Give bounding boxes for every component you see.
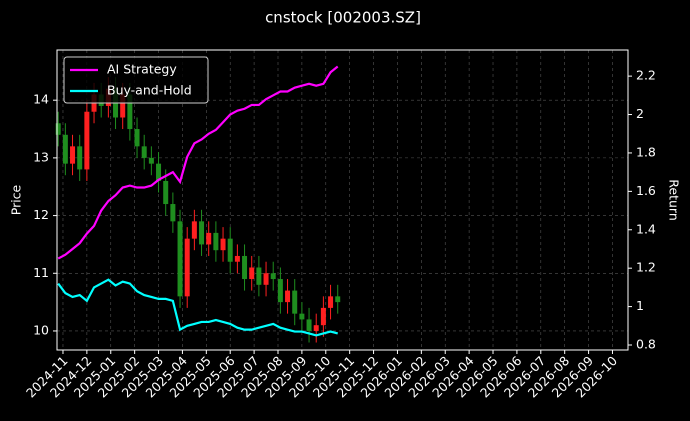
candle-body — [55, 123, 61, 135]
candle-body — [62, 134, 68, 164]
candle-body — [156, 163, 162, 181]
candle-body — [277, 279, 283, 303]
candle-body — [163, 180, 169, 205]
candle-body — [299, 313, 305, 320]
y2-tick-label: 1.6 — [636, 183, 656, 198]
candle-body — [242, 255, 248, 280]
candle-body — [120, 94, 126, 118]
series-line — [57, 65, 339, 260]
y2-tick-label: 0.8 — [636, 337, 656, 352]
candle-body — [199, 221, 205, 245]
y2-tick-label: 2.2 — [636, 68, 656, 83]
legend: AI Strategy Buy-and-Hold — [63, 56, 209, 104]
y2-tick-label: 1.4 — [636, 221, 656, 236]
candle-body — [313, 325, 319, 331]
y-tick-label: 12 — [33, 207, 49, 222]
candle-body — [170, 204, 176, 222]
y2-tick-label: 1 — [636, 298, 644, 313]
candle-body — [227, 238, 233, 262]
y2-tick-label: 1.8 — [636, 144, 656, 159]
candle-body — [84, 111, 90, 170]
chart-title: cnstock [002003.SZ] — [265, 9, 421, 27]
y2-axis-label: Return — [667, 179, 682, 220]
y-axis-label: Price — [9, 184, 24, 215]
y-tick-label: 13 — [33, 149, 49, 164]
y-tick-label: 14 — [33, 92, 49, 107]
candle-body — [77, 146, 83, 170]
candle-body — [206, 232, 212, 245]
candle-body — [335, 296, 341, 303]
candle-body — [141, 146, 147, 158]
candle-body — [285, 290, 291, 303]
candle-body — [249, 267, 255, 280]
candle-body — [320, 307, 326, 326]
y2-tick-label: 1.2 — [636, 260, 656, 275]
legend-box — [63, 56, 209, 104]
plot-frame — [56, 49, 629, 351]
candle-body — [148, 157, 154, 164]
candle-body — [256, 267, 262, 285]
candle-body — [191, 221, 197, 239]
candle-body — [134, 129, 140, 147]
candle-body — [263, 273, 269, 285]
candle-body — [127, 94, 133, 130]
candle-body — [177, 221, 183, 297]
y-tick-label: 10 — [33, 322, 49, 337]
candle-body — [306, 319, 312, 331]
candle-body — [234, 255, 240, 262]
legend-label: AI Strategy — [107, 62, 177, 77]
candle-body — [220, 238, 226, 251]
candle-body — [184, 238, 190, 297]
series-line — [57, 278, 339, 337]
y-tick-label: 11 — [33, 265, 49, 280]
candle-body — [270, 273, 276, 280]
candle-body — [213, 232, 219, 251]
candle-body — [328, 296, 334, 308]
candle-body — [70, 146, 76, 164]
legend-label: Buy-and-Hold — [107, 83, 192, 98]
candle-body — [292, 290, 298, 314]
y2-tick-label: 2 — [636, 106, 644, 121]
